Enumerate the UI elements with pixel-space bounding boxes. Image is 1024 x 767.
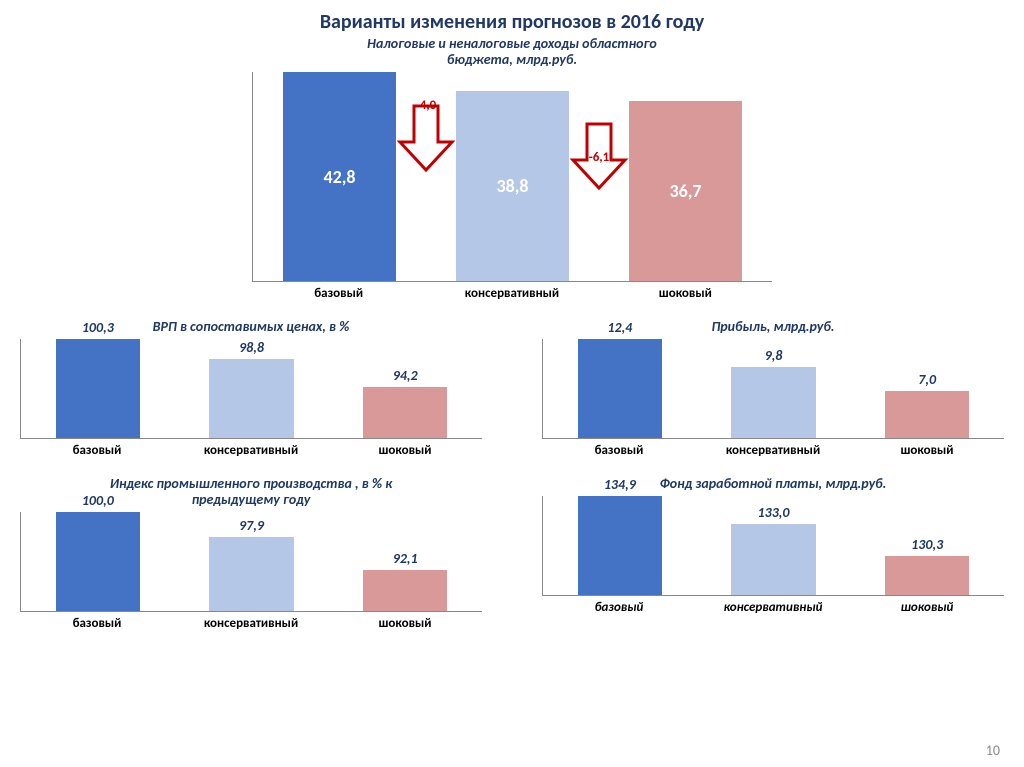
- x-label: базовый: [20, 443, 174, 458]
- bar-value: 38,8: [496, 175, 528, 197]
- bar: 133,0: [731, 524, 816, 595]
- page-number: 10: [986, 742, 1000, 759]
- x-label: шоковый: [850, 600, 1004, 615]
- top-chart-title-line1: Налоговые и неналоговые доходы областног…: [367, 35, 657, 52]
- chart-title-line2: предыдущему году: [192, 491, 311, 508]
- small-chart-profit: Прибыль, млрд.руб. 12,4 9,8 7,0 базовый …: [542, 319, 1004, 458]
- bar-value: 130,3: [885, 536, 970, 553]
- x-label: базовый: [542, 600, 696, 615]
- small-chart-ipp: Индекс промышленного производства , в % …: [20, 476, 482, 631]
- bar-value: 100,3: [56, 319, 141, 336]
- bar-value: 97,9: [209, 517, 294, 534]
- bar: 92,1: [363, 570, 448, 612]
- chart-plot: 100,3 98,8 94,2: [20, 339, 482, 439]
- bar-value: 9,8: [731, 347, 816, 364]
- bar-slot: 92,1: [328, 512, 482, 611]
- x-label: шоковый: [599, 286, 772, 301]
- chart-plot: 100,0 97,9 92,1: [20, 512, 482, 612]
- bar-slot: 12,4: [543, 339, 697, 438]
- x-label: шоковый: [328, 616, 482, 631]
- bar: 12,4: [578, 339, 663, 438]
- bar-slot: 100,3: [21, 339, 175, 438]
- bar: 134,9: [578, 496, 663, 595]
- x-label: базовый: [542, 443, 696, 458]
- bar-value: 7,0: [885, 371, 970, 388]
- top-chart: Налоговые и неналоговые доходы областног…: [252, 36, 772, 301]
- bar-value: 42,8: [323, 166, 355, 188]
- x-axis-labels: базовый консервативный шоковый: [20, 616, 482, 631]
- bar-value: 12,4: [578, 319, 663, 336]
- bar: 36,7: [629, 101, 741, 281]
- bar-slot: 97,9: [175, 512, 329, 611]
- bar-value: 100,0: [56, 492, 141, 509]
- x-label: консервативный: [174, 616, 328, 631]
- chart-plot: 12,4 9,8 7,0: [542, 339, 1004, 439]
- page-title: Варианты изменения прогнозов в 2016 году: [20, 10, 1004, 34]
- small-chart-vrp: ВРП в сопоставимых ценах, в % 100,3 98,8…: [20, 319, 482, 458]
- x-label: шоковый: [850, 443, 1004, 458]
- top-chart-title-line2: бюджета, млрд.руб.: [447, 51, 577, 68]
- bar-slot: 9,8: [697, 339, 851, 438]
- delta-value: -6,1: [589, 150, 610, 165]
- bar: 100,3: [56, 339, 141, 438]
- bar-value: 133,0: [731, 504, 816, 521]
- x-axis-labels: базовый консервативный шоковый: [542, 443, 1004, 458]
- delta-arrow: -6,1: [569, 120, 629, 192]
- chart-plot: 134,9 133,0 130,3: [542, 496, 1004, 596]
- delta-value: -4,0: [416, 98, 437, 113]
- bar: 97,9: [209, 537, 294, 611]
- bar: 94,2: [363, 387, 448, 438]
- bar-value: 98,8: [209, 339, 294, 356]
- bar-slot: 94,2: [328, 339, 482, 438]
- bar-value: 36,7: [669, 180, 701, 202]
- small-chart-wagefund: Фонд заработной платы, млрд.руб. 134,9 1…: [542, 476, 1004, 631]
- x-label: консервативный: [174, 443, 328, 458]
- bar-value: 134,9: [578, 476, 663, 493]
- bar-slot: 98,8: [175, 339, 329, 438]
- x-axis-labels: базовый консервативный шоковый: [252, 286, 772, 301]
- x-label: консервативный: [425, 286, 598, 301]
- bar-value: 94,2: [363, 367, 448, 384]
- x-label: консервативный: [696, 600, 850, 615]
- bar: 98,8: [209, 359, 294, 438]
- chart-title-line1: Индекс промышленного производства , в % …: [110, 475, 392, 492]
- bar-slot: 134,9: [543, 496, 697, 595]
- top-chart-title: Налоговые и неналоговые доходы областног…: [252, 36, 772, 68]
- x-label: базовый: [20, 616, 174, 631]
- bar-slot: 7,0: [850, 339, 1004, 438]
- x-axis-labels: базовый консервативный шоковый: [542, 600, 1004, 615]
- bar: 9,8: [731, 367, 816, 438]
- top-chart-plot: 42,8 38,8 36,7 -4,0 -6,1: [252, 72, 772, 282]
- bar: 100,0: [56, 512, 141, 611]
- bar: 130,3: [885, 556, 970, 596]
- bar: 38,8: [456, 91, 568, 281]
- bar-value: 92,1: [363, 550, 448, 567]
- charts-row: ВРП в сопоставимых ценах, в % 100,3 98,8…: [20, 319, 1004, 458]
- bar-slot: 130,3: [850, 496, 1004, 595]
- charts-row: Индекс промышленного производства , в % …: [20, 476, 1004, 631]
- bar-slot: 100,0: [21, 512, 175, 611]
- x-label: базовый: [252, 286, 425, 301]
- x-label: консервативный: [696, 443, 850, 458]
- x-axis-labels: базовый консервативный шоковый: [20, 443, 482, 458]
- bar-slot: 133,0: [697, 496, 851, 595]
- bar: 42,8: [283, 72, 395, 281]
- delta-arrow: -4,0: [396, 102, 456, 174]
- x-label: шоковый: [328, 443, 482, 458]
- bar: 7,0: [885, 391, 970, 439]
